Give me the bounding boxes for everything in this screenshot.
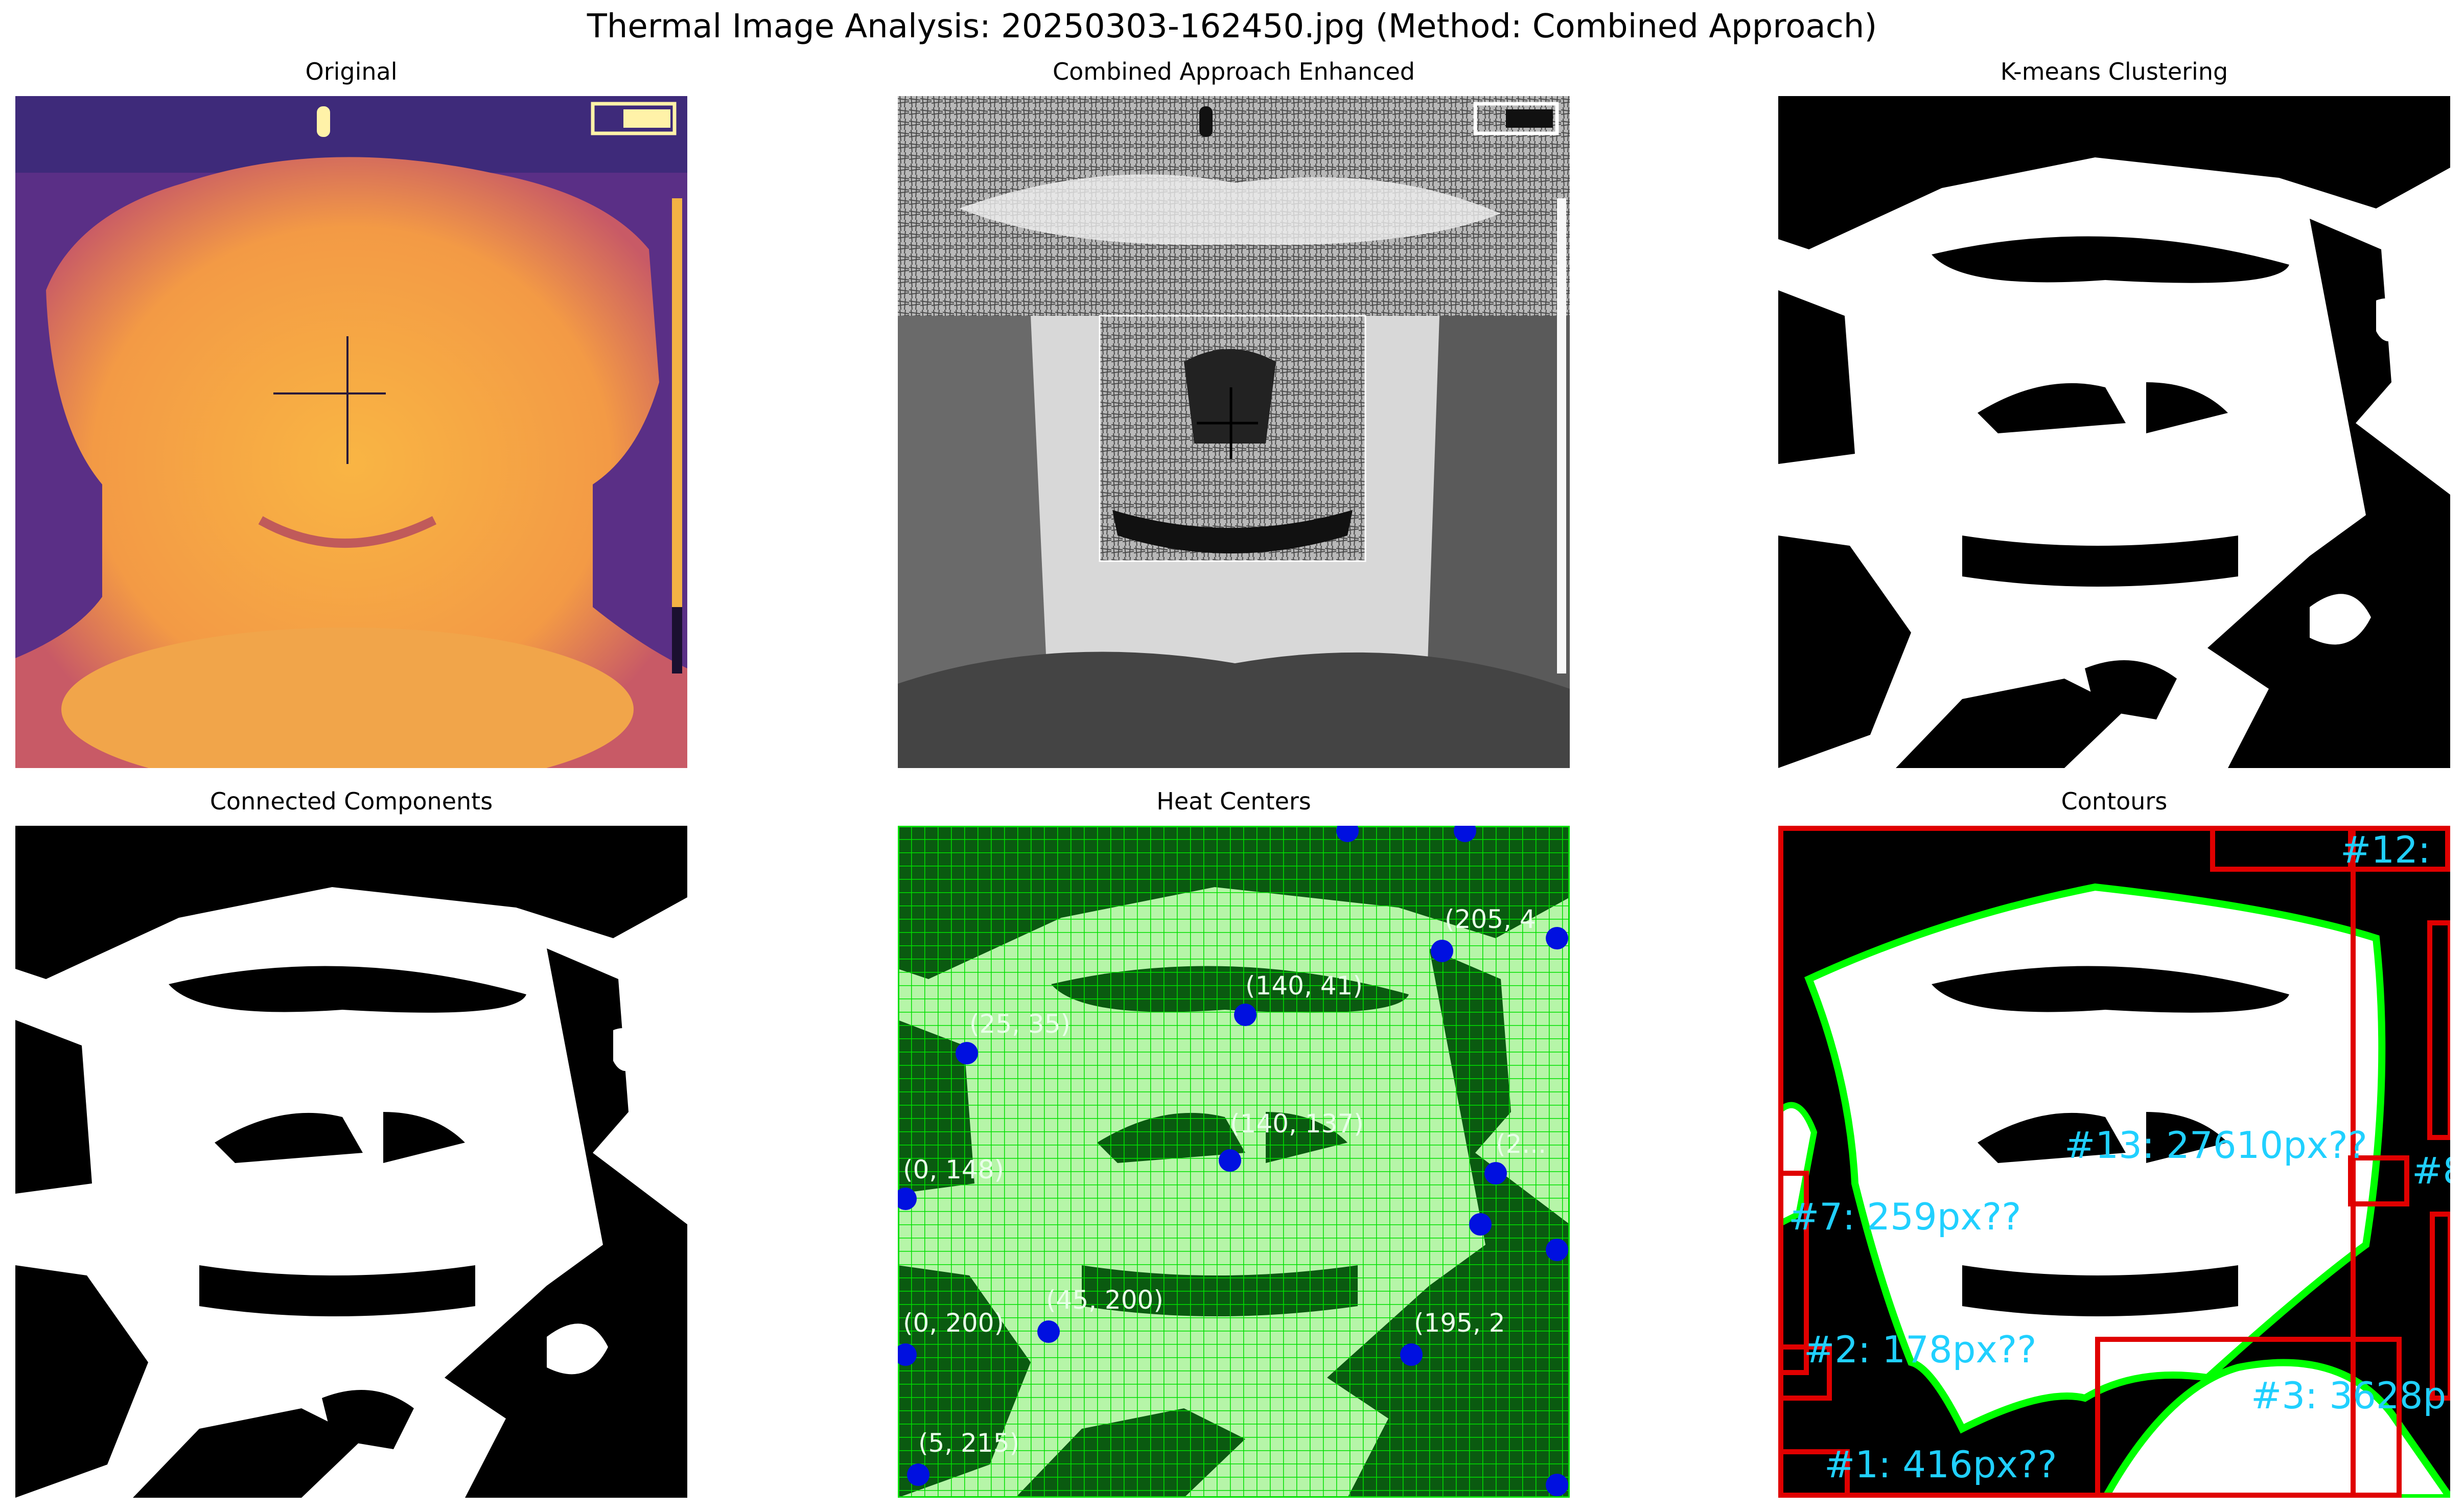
heat-center-dot (1454, 826, 1476, 842)
heat-center-dot (1546, 1239, 1568, 1261)
heat-center-dot (1037, 1320, 1060, 1343)
contour-box (2095, 1337, 2402, 1498)
panel-title-original: Original (305, 58, 398, 85)
heat-center-dot (898, 1343, 917, 1366)
heat-center-label: (5, 215) (918, 1428, 1019, 1458)
heat-center-dot (1336, 826, 1359, 842)
contour-box (1778, 1171, 1809, 1375)
panel-title-contours: Contours (2061, 787, 2168, 815)
heat-center-dot (1431, 940, 1453, 962)
contour-box (2348, 1155, 2409, 1206)
contour-label: #1: 416px?? (1824, 1443, 2057, 1486)
original-thermal-image (15, 96, 687, 768)
heat-center-dot (1546, 927, 1568, 949)
kmeans-mask (1778, 96, 2450, 768)
panel-title-enhanced: Combined Approach Enhanced (1052, 58, 1415, 85)
heat-center-dot (907, 1463, 929, 1486)
panel-title-kmeans: K-means Clustering (2000, 58, 2228, 85)
heat-center-label: (195, 2 (1414, 1308, 1505, 1338)
heat-centers-panel: (205, 4 (140, 41) (25, 35) (140, 137) (0… (898, 826, 1570, 1498)
heat-center-label: (0, 200) (903, 1308, 1004, 1338)
heat-center-dot (898, 1188, 917, 1210)
contour-label: #7: 259px?? (1788, 1195, 2021, 1238)
contour-label: #3: 3628p (2251, 1374, 2446, 1417)
heat-center-label: (25, 35) (969, 1009, 1071, 1039)
contour-box (2348, 826, 2450, 872)
contour-label: #13: 27610px?? (2064, 1124, 2367, 1167)
contour-box (2430, 1212, 2450, 1401)
heat-center-dot (956, 1042, 978, 1064)
heat-center-label: (140, 41) (1245, 971, 1363, 1001)
contour-label: #8 (2412, 1149, 2450, 1192)
figure-title: Thermal Image Analysis: 20250303-162450.… (587, 8, 1877, 45)
heat-center-label: (2... (1496, 1129, 1546, 1159)
heat-center-dot (1546, 1474, 1568, 1496)
heat-center-label: (205, 4 (1445, 904, 1536, 934)
heat-center-label: (0, 148) (903, 1155, 1004, 1184)
heat-center-points (898, 826, 1568, 1496)
heat-center-dot (1219, 1149, 1241, 1172)
heat-center-dot (1484, 1162, 1507, 1184)
heat-center-dot (1400, 1343, 1423, 1366)
contour-label: #12: (2340, 828, 2430, 871)
heat-center-label: (140, 137) (1230, 1109, 1364, 1139)
contour-box (1778, 1344, 1832, 1401)
heat-center-label: (45, 200) (1046, 1285, 1164, 1315)
heat-center-dot (1469, 1213, 1492, 1236)
contour-box (2427, 920, 2450, 1140)
panel-title-heat-centers: Heat Centers (1156, 787, 1311, 815)
contour-box (1778, 1449, 1850, 1498)
contours-panel: #12: #13: 27610px?? #8 #7: 259px?? #2: 1… (1778, 826, 2450, 1498)
enhanced-image (898, 96, 1570, 768)
panel-title-components: Connected Components (210, 787, 493, 815)
connected-components-mask (15, 826, 687, 1498)
heat-center-dot (1234, 1004, 1257, 1026)
contour-label: #2: 178px?? (1804, 1328, 2036, 1371)
